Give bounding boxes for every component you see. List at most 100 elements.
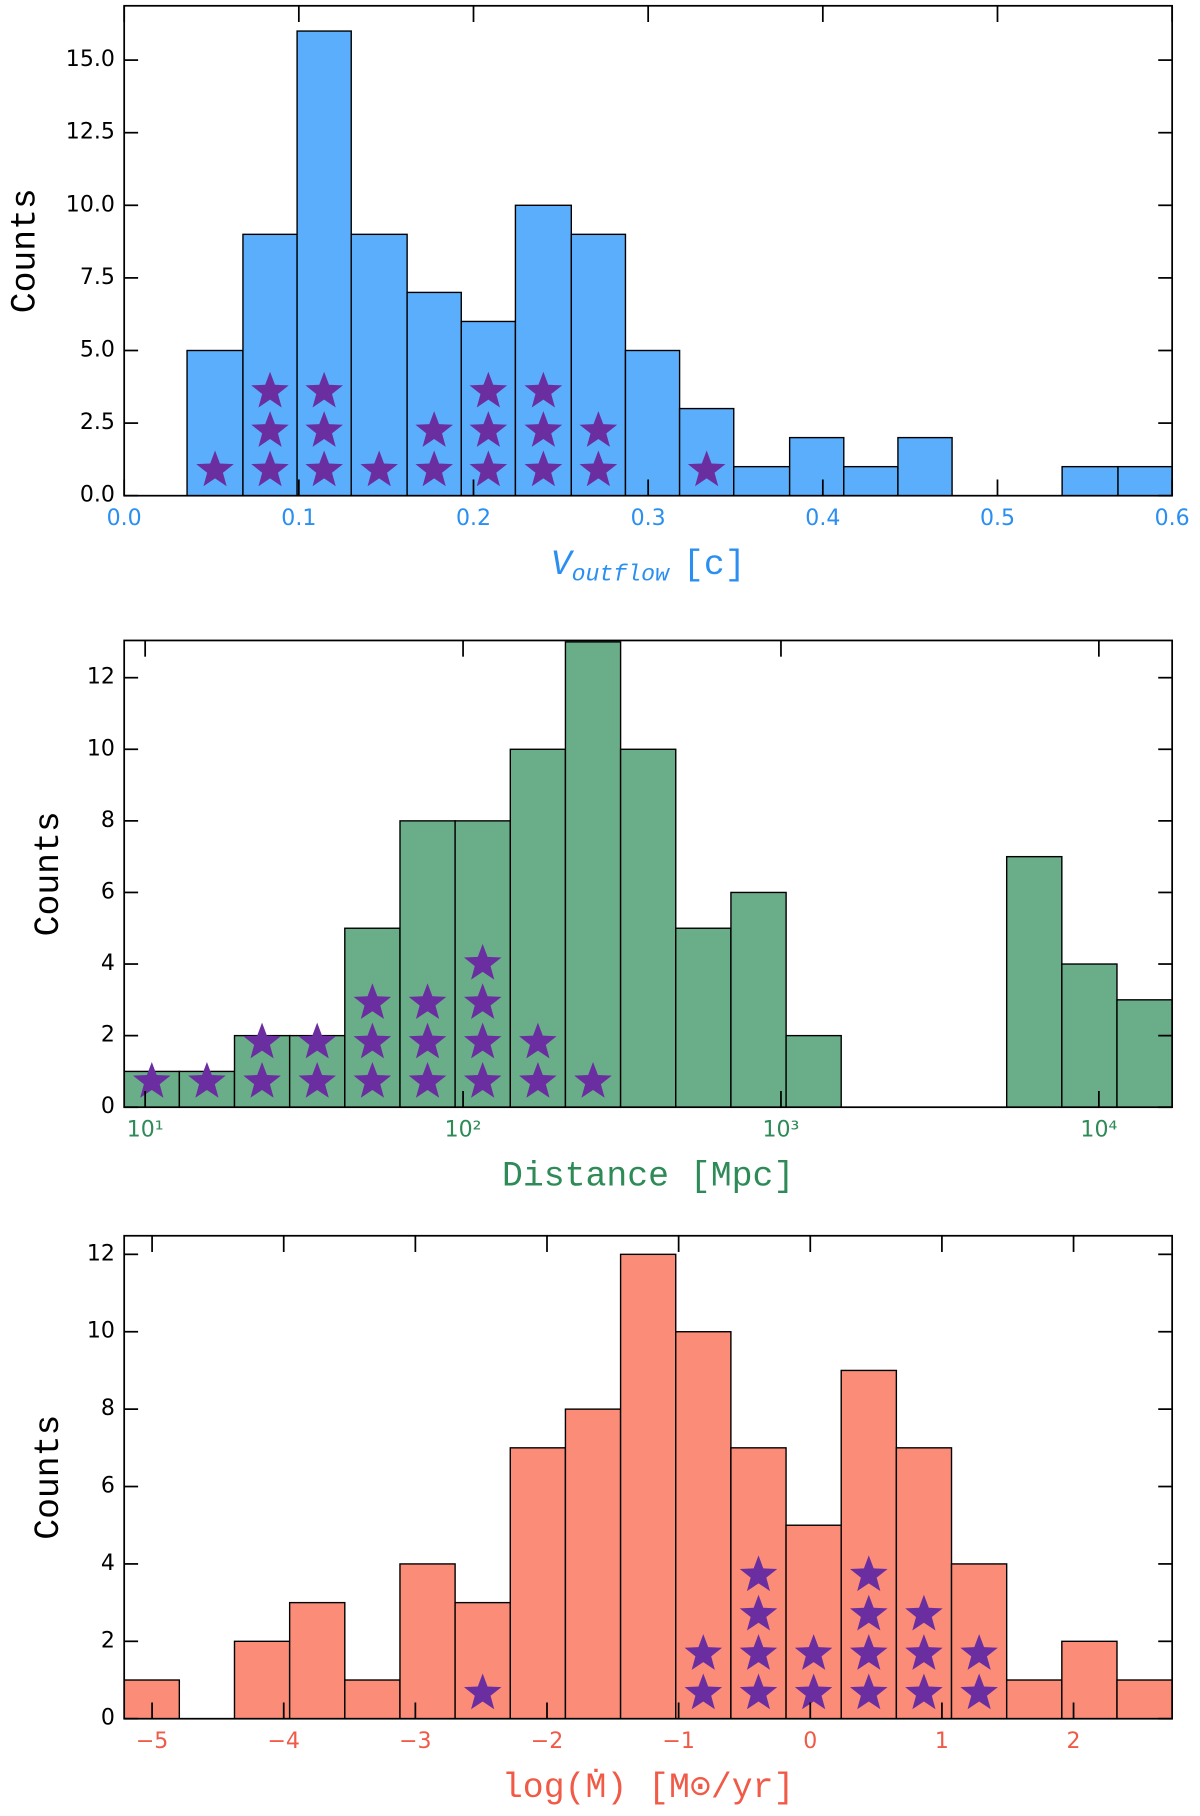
- x-tick-label: 0.3: [631, 506, 666, 531]
- bar: [564, 1408, 622, 1720]
- bar: [296, 30, 352, 497]
- star-marker: [524, 371, 563, 408]
- bar: [1117, 465, 1173, 497]
- star-marker: [739, 1555, 778, 1592]
- x-tick-label: 0.1: [281, 506, 316, 531]
- x-tick-label: 1: [935, 1729, 949, 1754]
- y-tick-label: 0.0: [80, 483, 115, 508]
- star-marker: [463, 1673, 502, 1710]
- bar: [843, 465, 899, 497]
- plot-frame: [123, 1234, 1174, 1720]
- star-marker: [905, 1673, 943, 1710]
- y-axis-label: Counts: [7, 188, 46, 313]
- star-marker: [794, 1634, 833, 1670]
- star-marker: [579, 450, 618, 487]
- star-marker: [188, 1062, 226, 1098]
- star-marker: [684, 1673, 723, 1710]
- star-marker: [353, 1022, 392, 1059]
- star-marker: [519, 1022, 557, 1059]
- x-axis-label-sub: outflow: [572, 562, 671, 588]
- y-tick-label: 12.5: [66, 120, 115, 145]
- bar: [897, 436, 953, 497]
- star-marker: [519, 1062, 557, 1098]
- star-marker: [463, 943, 502, 980]
- x-tick-label: 10²: [445, 1117, 482, 1142]
- star-marker: [408, 983, 447, 1019]
- y-tick-label: 2: [101, 1023, 115, 1048]
- star-marker: [524, 411, 563, 447]
- y-tick-label: 12: [87, 665, 115, 690]
- star-marker: [849, 1594, 888, 1631]
- star-marker: [463, 1062, 502, 1098]
- star-marker: [298, 1062, 336, 1098]
- star-marker: [353, 1062, 392, 1098]
- star-marker: [524, 450, 563, 487]
- bar: [1005, 855, 1063, 1108]
- star-marker: [960, 1673, 998, 1710]
- x-tick-label: 10⁴: [1080, 1117, 1117, 1142]
- star-marker: [415, 411, 453, 447]
- star-marker: [353, 983, 392, 1019]
- star-marker: [574, 1062, 612, 1098]
- star-marker: [739, 1634, 778, 1670]
- x-tick-label: −3: [399, 1729, 432, 1754]
- star-marker: [960, 1634, 998, 1670]
- x-tick-label: 0.0: [107, 506, 142, 531]
- star-marker: [469, 450, 508, 487]
- y-tick-label: 6: [101, 1474, 115, 1499]
- x-axis-label: Voutflow [c]: [551, 546, 746, 587]
- y-tick-label: 12: [87, 1241, 115, 1266]
- bar: [509, 748, 567, 1108]
- x-tick-label: 10³: [763, 1117, 800, 1142]
- y-tick-label: 10.0: [66, 192, 115, 217]
- panel: 0.0 2.5 5.0 7.5 10.0 12.5 15.0 0.0 0.1 0.2 0.3 0.4 0…: [7, 4, 1190, 588]
- bar: [785, 1034, 842, 1108]
- bar: [1061, 1640, 1118, 1720]
- star-marker: [463, 983, 502, 1019]
- bar: [1061, 963, 1118, 1108]
- star-marker: [298, 1022, 336, 1059]
- y-tick-label: 0: [101, 1094, 115, 1119]
- star-marker: [408, 1062, 447, 1098]
- x-tick-label: −2: [531, 1729, 564, 1754]
- bar: [733, 465, 791, 497]
- plot-frame: [123, 639, 1174, 1109]
- x-tick-label: 0: [803, 1729, 817, 1754]
- bar: [1116, 1679, 1173, 1720]
- star-marker: [469, 411, 508, 447]
- star-marker: [794, 1673, 833, 1710]
- star-marker: [243, 1022, 281, 1059]
- x-axis-label: Distance [Mpc]: [502, 1158, 794, 1197]
- star-marker: [739, 1594, 778, 1631]
- star-marker: [132, 1062, 171, 1098]
- bar: [840, 1369, 898, 1720]
- x-axis-label: log(Ṁ) [M⊙/yr]: [502, 1768, 794, 1808]
- x-tick-label: 0.2: [456, 506, 491, 531]
- star-marker: [687, 450, 726, 487]
- bar: [788, 436, 845, 497]
- x-tick-label: 0.6: [1155, 506, 1190, 531]
- bar: [730, 891, 787, 1108]
- star-marker: [408, 1022, 447, 1059]
- bar: [1005, 1679, 1063, 1720]
- y-tick-label: 2.5: [80, 410, 115, 435]
- star-marker: [905, 1594, 943, 1631]
- x-axis-label-main: Distance [Mpc]: [502, 1158, 794, 1197]
- star-marker: [196, 450, 234, 487]
- bar: [675, 927, 732, 1108]
- x-tick-label: 0.5: [980, 506, 1015, 531]
- y-tick-label: 8: [101, 808, 115, 833]
- x-tick-label: −1: [662, 1729, 695, 1754]
- y-axis-label: Counts: [30, 1415, 69, 1540]
- y-tick-label: 10: [87, 1319, 115, 1344]
- star-marker: [579, 411, 618, 447]
- bar: [399, 1563, 456, 1720]
- y-tick-label: 0: [101, 1706, 115, 1731]
- x-axis-label-main: V: [551, 546, 575, 585]
- y-tick-label: 2: [101, 1628, 115, 1653]
- star-marker: [305, 411, 343, 447]
- x-tick-label: 2: [1067, 1729, 1081, 1754]
- bar: [1061, 465, 1119, 497]
